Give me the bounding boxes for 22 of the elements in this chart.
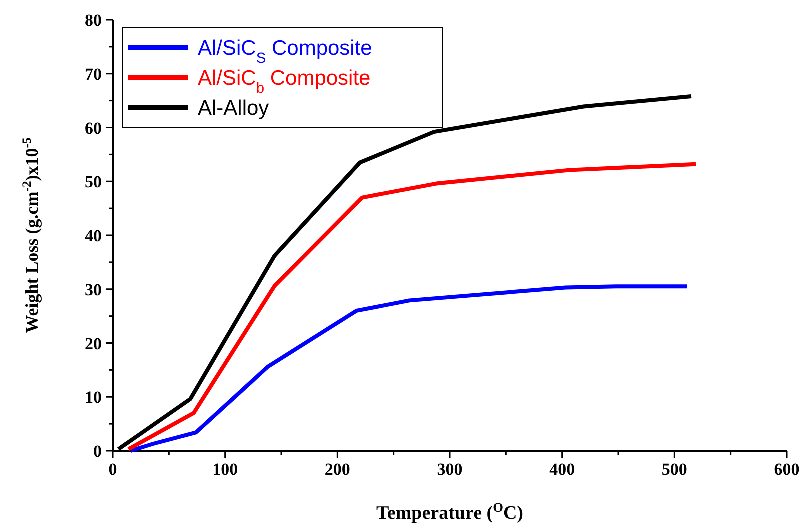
y-tick-label: 30 xyxy=(85,280,102,300)
legend-label: Al/SiC$_{b}$ Composite xyxy=(198,67,371,97)
x-tick-label: 600 xyxy=(774,460,800,479)
y-tick-label: 0 xyxy=(94,442,102,461)
x-tick-label: 400 xyxy=(550,460,576,479)
y-tick-label: 10 xyxy=(85,388,102,408)
x-tick-label: 500 xyxy=(662,460,688,479)
line-series xyxy=(126,162,698,452)
y-tick-label: 80 xyxy=(85,11,102,30)
legend-label: Al-Alloy xyxy=(198,97,270,120)
line-series xyxy=(128,284,690,453)
x-tick-label: 100 xyxy=(212,460,238,479)
y-tick-label: 40 xyxy=(85,226,102,246)
y-tick-label: 50 xyxy=(85,172,102,192)
y-tick-label: 70 xyxy=(85,64,102,84)
legend-label: Al/SiC$_{S}$ Composite xyxy=(198,37,372,67)
x-tick-label: 0 xyxy=(108,460,118,479)
x-tick-label: 200 xyxy=(324,460,350,479)
y-tick-label: 60 xyxy=(85,118,102,138)
y-tick-label: 20 xyxy=(85,334,102,354)
x-tick-label: 300 xyxy=(437,460,463,479)
x-axis-title: Temperature ($^{O}$C) xyxy=(376,500,524,524)
